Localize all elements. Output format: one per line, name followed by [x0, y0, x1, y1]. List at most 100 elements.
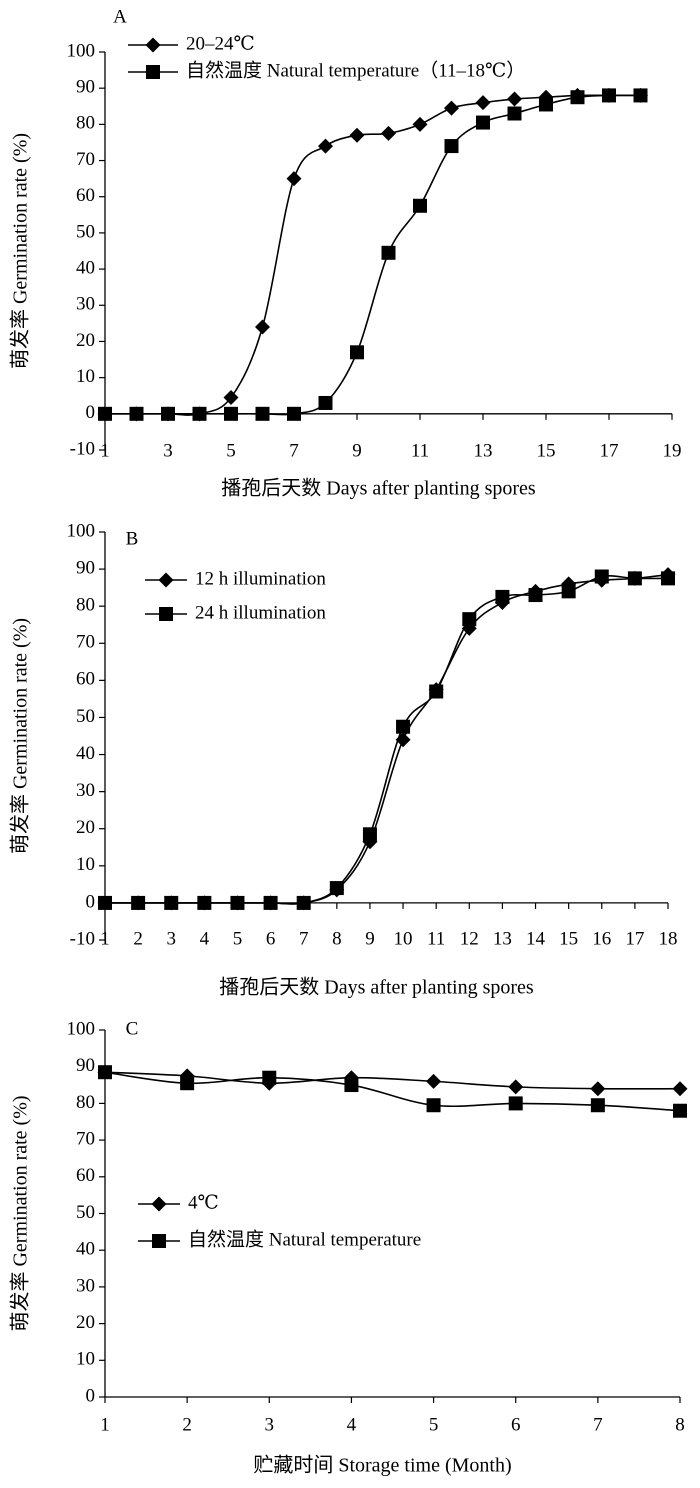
legend-item: 20–24℃	[128, 33, 255, 54]
x-tick-label: 16	[592, 928, 611, 949]
legend-marker-diamond	[145, 37, 161, 53]
series-line	[105, 94, 641, 416]
data-point-diamond	[381, 125, 396, 141]
data-point-square	[230, 895, 245, 910]
x-tick-label: 7	[593, 1414, 603, 1435]
x-tick-label: 4	[200, 928, 210, 949]
y-tick-label: 60	[76, 185, 95, 206]
y-tick-label: 60	[76, 669, 95, 690]
x-tick-label: 4	[347, 1414, 357, 1435]
legend-item: 24 h illumination	[145, 602, 326, 623]
data-point-square	[462, 612, 477, 627]
x-tick-label: 17	[600, 440, 619, 461]
data-point-diamond	[223, 390, 239, 406]
legend: 20–24℃ 自然温度 Natural temperature（11–18℃）	[128, 33, 525, 81]
x-tick-label: 5	[233, 928, 243, 949]
data-point-square	[296, 895, 311, 910]
data-point-square	[329, 881, 344, 896]
data-point-diamond	[318, 138, 333, 154]
y-tick-label: -10	[70, 438, 95, 459]
data-point-square	[350, 345, 364, 360]
legend-label: 24 h illumination	[195, 602, 326, 623]
y-tick-label: 90	[76, 557, 95, 578]
data-point-square	[197, 895, 212, 910]
data-point-square	[633, 88, 648, 103]
x-tick-label: 1	[100, 928, 110, 949]
legend-label: 12 h illumination	[195, 568, 326, 589]
y-tick-label: 10	[76, 1349, 95, 1370]
data-point-square	[429, 684, 444, 699]
data-point-square	[98, 895, 112, 910]
y-tick-label: 60	[76, 1165, 95, 1186]
data-point-square	[255, 406, 270, 421]
y-tick-label: 80	[76, 595, 95, 616]
series-line	[105, 94, 641, 416]
data-point-square	[381, 245, 396, 260]
data-point-square	[192, 406, 207, 421]
legend-item: 12 h illumination	[145, 568, 326, 589]
data-point-square	[627, 571, 642, 586]
data-point-square	[594, 569, 609, 584]
data-point-square	[444, 139, 459, 154]
legend-label: 自然温度 Natural temperature（11–18℃）	[186, 59, 525, 81]
x-tick-label: 7	[299, 928, 309, 949]
data-point-square	[129, 406, 144, 421]
data-point-square	[495, 589, 510, 604]
x-tick-label: 3	[166, 928, 176, 949]
y-tick-label: 100	[67, 520, 96, 541]
x-tick-label: 1	[100, 440, 110, 461]
y-tick-label: 90	[76, 1055, 95, 1076]
x-tick-label: 6	[266, 928, 276, 949]
x-tick-label: 3	[265, 1414, 275, 1435]
legend-item: 自然温度 Natural temperature（11–18℃）	[128, 59, 525, 81]
data-point-square	[590, 1098, 605, 1113]
x-tick-label: 13	[474, 440, 493, 461]
series-2	[98, 569, 675, 910]
x-tick-label: 15	[559, 928, 578, 949]
data-point-square	[508, 1096, 523, 1111]
data-point-square	[476, 115, 490, 130]
y-tick-label: 80	[76, 113, 95, 134]
x-tick-label: 5	[429, 1414, 439, 1435]
x-tick-label: 2	[182, 1414, 192, 1435]
x-tick-label: 6	[511, 1414, 521, 1435]
legend-label: 4℃	[188, 1192, 219, 1213]
data-point-square	[539, 97, 553, 112]
x-tick-label: 8	[332, 928, 342, 949]
data-point-square	[661, 571, 675, 586]
data-point-diamond	[444, 100, 459, 116]
y-tick-label: 40	[76, 257, 95, 278]
data-point-square	[287, 406, 301, 421]
x-axis-title: 播孢后天数 Days after planting spores	[219, 976, 534, 999]
legend-item: 自然温度 Natural temperature	[138, 1228, 421, 1250]
x-tick-label: 2	[133, 928, 143, 949]
series-2	[98, 1065, 687, 1118]
data-point-diamond	[672, 1081, 688, 1097]
chart-panel-c: 0 10 20 30 40 50 60 70 80 90 100 1 2 3 4 5 6 7 8 贮藏时间 Stora…	[9, 1018, 688, 1477]
legend-marker-square	[152, 1234, 166, 1248]
data-point-square	[318, 395, 333, 410]
x-tick-label: 8	[675, 1414, 685, 1435]
y-tick-label: 30	[76, 1275, 95, 1296]
x-tick-label: 3	[163, 440, 173, 461]
legend-marker-square	[159, 607, 173, 621]
legend-marker-diamond	[151, 1196, 167, 1212]
data-point-square	[570, 90, 585, 105]
data-point-diamond	[590, 1081, 606, 1097]
data-point-square	[263, 895, 278, 910]
x-tick-label: 12	[460, 928, 479, 949]
data-point-square	[528, 588, 543, 603]
y-tick-label: 0	[86, 402, 96, 423]
data-point-square	[413, 198, 427, 213]
data-point-square	[507, 106, 522, 121]
data-point-square	[426, 1098, 441, 1113]
data-point-diamond	[507, 91, 522, 107]
x-tick-label: 9	[365, 928, 375, 949]
data-point-diamond	[255, 319, 270, 335]
data-point-square	[98, 406, 112, 421]
y-tick-label: 30	[76, 780, 95, 801]
y-tick-label: 70	[76, 632, 95, 653]
